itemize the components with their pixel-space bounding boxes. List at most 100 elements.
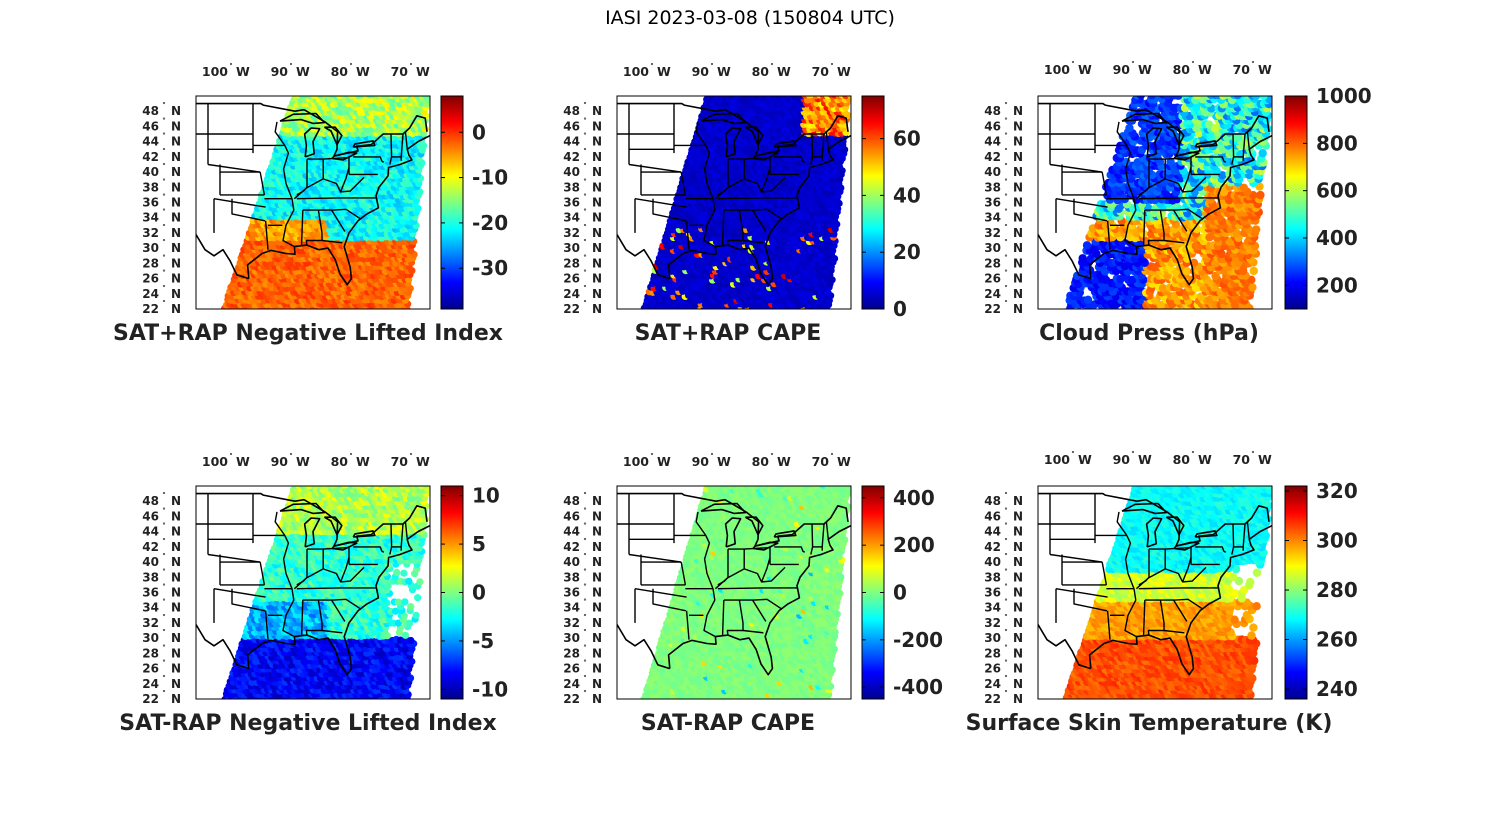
lon-hemisphere: W xyxy=(296,64,310,79)
data-point xyxy=(788,310,795,317)
data-point xyxy=(380,309,387,316)
state-border xyxy=(400,133,404,157)
data-point xyxy=(269,308,273,309)
lat-hemisphere: N xyxy=(171,272,181,286)
data-point xyxy=(1131,308,1133,309)
state-border xyxy=(321,239,343,244)
data-point xyxy=(255,308,259,309)
data-point xyxy=(297,309,304,316)
colorbar-tick-label: 60 xyxy=(893,127,921,151)
data-point xyxy=(714,310,721,317)
state-border xyxy=(628,163,682,173)
data-point xyxy=(810,308,812,309)
data-point xyxy=(1174,308,1179,309)
lon-tick-label: 100 xyxy=(623,64,649,79)
data-point xyxy=(773,310,780,317)
data-point xyxy=(682,308,686,309)
state-border xyxy=(331,209,346,232)
lat-tick-label: 30 xyxy=(563,241,580,255)
lat-hemisphere: N xyxy=(592,119,602,133)
data-point xyxy=(316,310,323,317)
data-point xyxy=(1171,308,1175,309)
data-point xyxy=(820,308,824,309)
lat-tick-label: 38 xyxy=(563,180,580,194)
lat-tick-label: 28 xyxy=(563,256,580,270)
lat-tick-label: 32 xyxy=(563,226,580,240)
degree-symbol: ˚ xyxy=(162,284,166,294)
degree-symbol: ˚ xyxy=(583,223,587,233)
data-point xyxy=(688,310,695,317)
map-data-layer xyxy=(1038,96,1272,317)
map-panel-3: 100 ˚ W 90 ˚ W 80 ˚ W 70 ˚ W48 ˚ N46 ˚ N44 ˚ N42 ˚ N40 ˚ N38 ˚… xyxy=(984,60,1371,346)
data-point xyxy=(236,308,240,309)
lat-tick-label: 24 xyxy=(563,287,580,301)
lat-tick-label: 38 xyxy=(142,180,159,194)
data-point xyxy=(312,309,319,316)
data-point xyxy=(323,309,330,316)
degree-symbol: ˚ xyxy=(583,299,587,309)
lat-hemisphere: N xyxy=(171,180,181,194)
data-point xyxy=(227,310,234,317)
lat-hemisphere: N xyxy=(171,302,181,316)
lat-hemisphere: N xyxy=(592,226,602,240)
lat-tick-label: 42 xyxy=(563,150,580,164)
lat-hemisphere: N xyxy=(592,104,602,118)
data-point xyxy=(723,308,727,309)
lat-hemisphere: N xyxy=(171,165,181,179)
state-border xyxy=(323,156,350,160)
degree-symbol: ˚ xyxy=(162,299,166,309)
data-point xyxy=(666,309,673,316)
data-point xyxy=(757,308,759,309)
data-point xyxy=(651,309,658,316)
data-point xyxy=(825,309,832,316)
lat-tick-label: 32 xyxy=(142,226,159,240)
data-point xyxy=(357,309,364,316)
colorbar-tick-label: 40 xyxy=(893,183,921,207)
lon-hemisphere: W xyxy=(777,64,791,79)
data-point xyxy=(812,308,816,309)
data-point xyxy=(1200,308,1205,309)
state-border xyxy=(296,197,377,200)
panel-title: SAT+RAP Negative Lifted Index xyxy=(113,321,503,346)
data-point xyxy=(674,309,681,316)
data-point xyxy=(1141,308,1146,309)
state-border xyxy=(353,156,385,163)
data-point xyxy=(279,309,286,316)
degree-symbol: ˚ xyxy=(229,62,233,72)
colorbar-tick-label: 20 xyxy=(893,240,921,264)
great-lake-outline xyxy=(303,127,321,158)
map-panel-1: 100 ˚ W 90 ˚ W 80 ˚ W 70 ˚ W48 ˚ N46 ˚ N44 ˚ N42 ˚ N40 ˚ N38 ˚… xyxy=(113,62,508,346)
data-point xyxy=(320,309,327,316)
degree-symbol: ˚ xyxy=(583,208,587,218)
degree-symbol: ˚ xyxy=(162,238,166,248)
data-point xyxy=(238,310,245,317)
data-point xyxy=(694,308,696,309)
colorbar-tick-label: -10 xyxy=(472,166,508,190)
data-point xyxy=(1087,309,1095,317)
state-border xyxy=(339,167,365,193)
degree-symbol: ˚ xyxy=(289,62,293,72)
degree-symbol: ˚ xyxy=(710,62,714,72)
degree-symbol: ˚ xyxy=(770,62,774,72)
data-point xyxy=(695,309,702,316)
data-point xyxy=(304,308,307,309)
data-point xyxy=(703,310,710,317)
lat-hemisphere: N xyxy=(171,196,181,210)
data-point xyxy=(267,308,269,309)
data-point xyxy=(1118,308,1123,309)
degree-symbol: ˚ xyxy=(583,162,587,172)
lat-hemisphere: N xyxy=(592,302,602,316)
data-point xyxy=(422,96,430,100)
data-point xyxy=(224,310,231,317)
data-point xyxy=(376,310,383,317)
data-point xyxy=(1180,308,1182,309)
lat-tick-label: 48 xyxy=(563,104,580,118)
data-point xyxy=(846,96,851,99)
lat-hemisphere: N xyxy=(592,287,602,301)
degree-symbol: ˚ xyxy=(583,101,587,111)
data-point xyxy=(363,308,366,309)
data-point xyxy=(706,310,713,317)
degree-symbol: ˚ xyxy=(830,62,834,72)
data-point xyxy=(277,308,282,309)
lat-tick-label: 24 xyxy=(142,287,159,301)
